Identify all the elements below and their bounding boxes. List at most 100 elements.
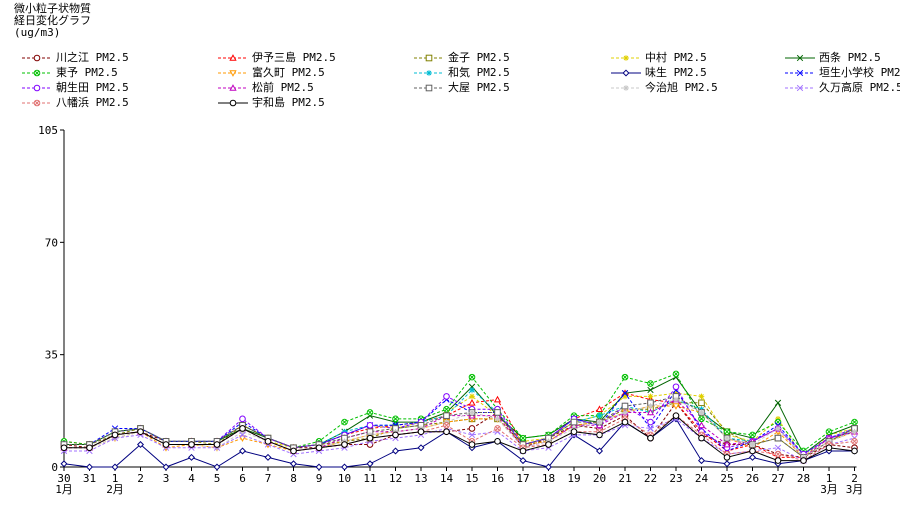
data-point	[622, 409, 628, 416]
data-point	[468, 398, 476, 406]
x-tick-label: 23	[669, 472, 682, 485]
data-point	[136, 441, 145, 449]
data-point	[85, 463, 94, 471]
legend-marker	[229, 99, 237, 107]
data-point	[851, 418, 858, 426]
data-point	[647, 418, 654, 426]
data-point	[111, 431, 119, 439]
x-tick-label: 2	[137, 472, 144, 485]
data-point	[417, 444, 425, 452]
legend-swatch	[414, 54, 444, 62]
legend-label: 東予 PM2.5	[56, 66, 118, 79]
x-tick-label: 13	[414, 472, 427, 485]
data-point	[621, 402, 629, 410]
legend-marker	[33, 84, 41, 92]
series-line	[64, 395, 855, 458]
data-point	[392, 431, 399, 439]
data-point	[315, 463, 323, 471]
data-point	[289, 460, 298, 468]
data-point	[494, 425, 501, 432]
data-point	[672, 370, 680, 378]
data-point	[697, 421, 706, 429]
legend-label: 松前 PM2.5	[252, 81, 314, 94]
data-point	[774, 434, 782, 442]
data-point	[468, 441, 476, 448]
legend-label: 和気 PM2.5	[448, 66, 510, 79]
legend-swatch	[218, 54, 248, 61]
data-point	[443, 393, 450, 400]
data-point	[391, 447, 400, 455]
data-point	[595, 447, 604, 455]
data-point	[340, 463, 349, 471]
series-line	[64, 414, 855, 462]
series-line	[64, 415, 855, 462]
legend-label: 川之江 PM2.5	[56, 51, 129, 64]
x-tick-label: 16	[491, 472, 504, 485]
legend-swatch	[414, 70, 444, 76]
month-label: 2月	[106, 483, 124, 496]
data-point	[366, 460, 374, 468]
series-13	[61, 396, 858, 461]
x-tick-label: 18	[542, 472, 555, 485]
data-point	[238, 447, 247, 455]
data-point	[621, 390, 629, 397]
data-point	[494, 409, 501, 416]
data-point	[238, 435, 247, 442]
data-point	[468, 425, 476, 432]
data-point	[570, 418, 578, 426]
series-line	[63, 418, 855, 468]
legend-marker	[229, 54, 237, 61]
data-point	[443, 412, 450, 419]
data-point	[672, 412, 680, 419]
data-point	[596, 431, 603, 439]
data-point	[469, 387, 475, 393]
x-tick-label: 15	[465, 472, 478, 485]
data-point	[775, 425, 781, 432]
data-point	[443, 405, 450, 413]
legend-marker	[623, 85, 629, 91]
series-8	[60, 415, 859, 471]
data-point	[290, 447, 297, 455]
data-point	[213, 463, 221, 471]
data-point	[545, 441, 552, 448]
x-tick-label: 20	[593, 472, 606, 485]
legend-swatch	[22, 84, 52, 92]
legend-label: 久万高原 PM2.5	[819, 81, 900, 94]
legend-marker	[229, 84, 237, 91]
legend-swatch	[218, 84, 248, 91]
chart-title: 微小粒子状物質 経日変化グラフ (ug/m3)	[14, 3, 91, 39]
data-point	[187, 453, 196, 461]
title-line-2: 経日変化グラフ	[14, 14, 91, 27]
data-point	[544, 463, 553, 471]
x-tick-label: 21	[618, 472, 631, 485]
data-point	[443, 421, 450, 429]
data-point	[774, 399, 782, 406]
data-point	[341, 441, 348, 448]
data-point	[749, 447, 756, 455]
data-point	[341, 418, 348, 426]
data-point	[239, 431, 246, 439]
data-point	[647, 425, 654, 432]
data-point	[698, 393, 705, 400]
legend-marker	[796, 54, 804, 62]
data-point	[621, 373, 629, 381]
data-point	[162, 463, 170, 471]
month-label: 1月	[55, 483, 73, 496]
data-point	[468, 373, 476, 381]
series-1	[60, 389, 859, 461]
data-point	[723, 440, 731, 448]
legend-label: 宇和島 PM2.5	[252, 96, 325, 109]
data-point	[851, 438, 858, 445]
data-point	[417, 428, 425, 435]
data-point	[264, 453, 272, 461]
series-16	[60, 412, 858, 464]
legend-label: 今治旭 PM2.5	[645, 81, 718, 94]
legend-swatch	[22, 69, 52, 77]
data-point	[111, 463, 119, 471]
unit-label: (ug/m3)	[14, 26, 61, 39]
data-point	[647, 434, 654, 442]
series-line	[64, 398, 855, 459]
data-point	[162, 441, 170, 448]
y-tick-label: 70	[45, 236, 58, 249]
